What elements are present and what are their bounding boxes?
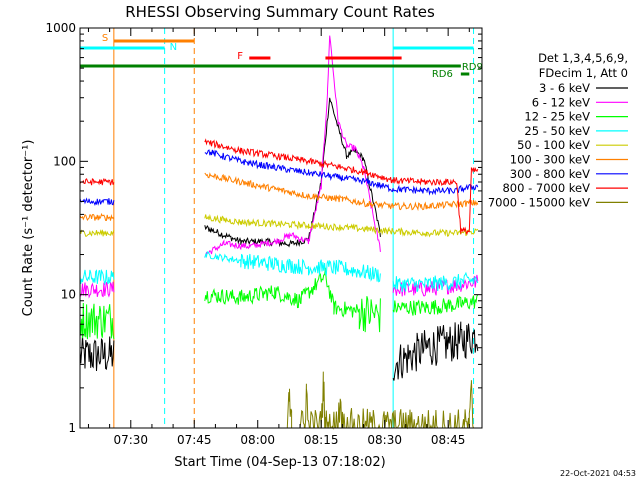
- series-line-7: [79, 138, 479, 235]
- x-tick-label-2: 08:00: [240, 433, 275, 447]
- series-line-1: [79, 35, 479, 299]
- series-line-3: [79, 251, 479, 293]
- legend-label-0: 3 - 6 keV: [539, 81, 590, 95]
- state-bar-label-2: F: [237, 51, 243, 62]
- state-bar-label-5: RD6: [432, 69, 453, 80]
- y-tick-label-1: 10: [61, 288, 76, 302]
- plot-frame: [79, 27, 483, 429]
- x-tick-label-4: 08:30: [367, 433, 402, 447]
- x-tick-label-3: 08:15: [304, 433, 339, 447]
- legend-label-2: 12 - 25 keV: [524, 110, 590, 124]
- state-bar-label-0: S: [102, 33, 108, 44]
- legend-label-5: 100 - 300 keV: [510, 153, 590, 167]
- series-line-2: [79, 267, 479, 340]
- y-tick-label-2: 100: [53, 154, 76, 168]
- legend-header-line-1: Det 1,3,4,5,6,9,: [538, 51, 628, 65]
- legend-label-7: 800 - 7000 keV: [502, 181, 590, 195]
- x-tick-label-5: 08:45: [431, 433, 466, 447]
- legend-label-8: 7000 - 15000 keV: [488, 195, 590, 209]
- legend-label-3: 25 - 50 keV: [524, 124, 590, 138]
- state-bar-label-4: RD9: [462, 62, 483, 73]
- legend-label-6: 300 - 800 keV: [510, 167, 590, 181]
- legend: Det 1,3,4,5,6,9, FDecim 1, Att 0 3 - 6 k…: [488, 51, 628, 209]
- legend-label-1: 6 - 12 keV: [532, 95, 590, 109]
- legend-label-4: 50 - 100 keV: [517, 138, 590, 152]
- series-line-4: [79, 213, 479, 238]
- y-axis-label: Count Rate (s⁻¹ detector⁻¹): [21, 140, 36, 317]
- x-tick-label-0: 07:30: [113, 433, 148, 447]
- chart-title: RHESSI Observing Summary Count Rates: [125, 3, 435, 21]
- series-line-5: [79, 172, 479, 222]
- legend-header-line-2: FDecim 1, Att 0: [539, 66, 628, 80]
- y-tick-label-0: 1: [68, 421, 76, 435]
- state-bar-label-1: N: [170, 42, 177, 53]
- timestamp: 22-Oct-2021 04:53: [560, 469, 636, 478]
- y-tick-label-3: 1000: [45, 21, 76, 35]
- x-tick-label-1: 07:45: [177, 433, 212, 447]
- x-axis-label: Start Time (04-Sep-13 07:18:02): [174, 455, 385, 470]
- series-line-8: [286, 371, 474, 430]
- series-line-6: [79, 149, 479, 206]
